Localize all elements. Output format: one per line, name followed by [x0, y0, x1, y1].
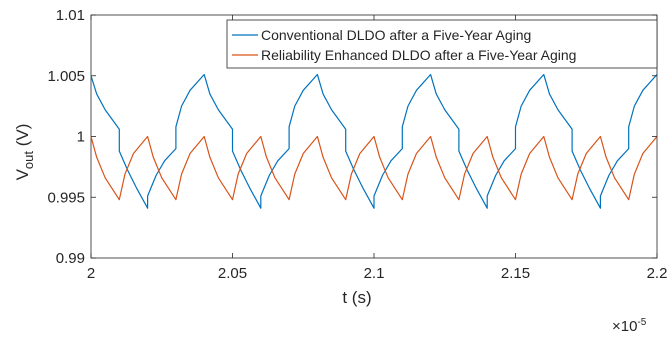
x-multiplier-exponent: -5 — [637, 317, 646, 328]
y-tick-label: 1 — [77, 129, 85, 146]
y-tick-label: 1.01 — [56, 7, 85, 24]
legend: Conventional DLDO after a Five-Year Agin… — [226, 19, 658, 69]
x-axis-label: t (s) — [342, 288, 371, 307]
y-label-unit: (V) — [13, 124, 32, 151]
series-line-enhanced — [90, 135, 658, 201]
x-tick-label: 2 — [87, 265, 95, 282]
legend-label-enhanced: Reliability Enhanced DLDO after a Five-Y… — [261, 47, 576, 63]
legend-label-conventional: Conventional DLDO after a Five-Year Agin… — [261, 27, 531, 43]
x-tick-label: 2.05 — [218, 265, 247, 282]
x-tick-label: 2.1 — [364, 265, 385, 282]
y-tick-label: 1.005 — [47, 68, 85, 85]
x-tick-label: 2.2 — [647, 265, 668, 282]
y-label-subscript: out — [21, 151, 36, 169]
series-line-conventional — [90, 73, 658, 209]
y-axis-label: Vout (V) — [13, 124, 36, 181]
x-tick-label: 2.15 — [501, 265, 530, 282]
legend-box — [226, 19, 658, 69]
x-axis-multiplier: ×10-5 — [612, 317, 647, 335]
x-axis: 2 2.05 2.1 2.15 2.2 — [87, 15, 668, 282]
y-tick-label: 0.995 — [47, 189, 85, 206]
x-multiplier-base: ×10 — [612, 318, 637, 335]
y-tick-label: 0.99 — [56, 250, 85, 267]
y-axis: 0.99 0.995 1 1.005 1.01 — [47, 7, 657, 267]
y-label-main: V — [13, 168, 32, 180]
